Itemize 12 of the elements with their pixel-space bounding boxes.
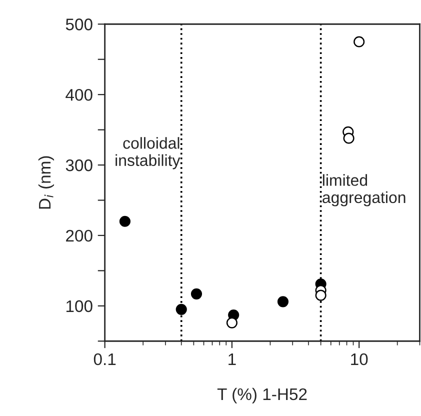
x-tick-label: 10 (351, 353, 368, 366)
y-tick-label: 100 (66, 300, 92, 312)
y-axis-title: D$_{i}$ (nm) (38, 156, 54, 209)
x-axis-title: T (%) 1-H52 (217, 388, 307, 404)
x-tick-label: 1 (228, 354, 236, 366)
annotation: limited aggregation (322, 174, 406, 206)
annotation: colloidal instability (116, 137, 180, 170)
y-tick-label: 400 (66, 88, 92, 101)
y-tick-label: 500 (66, 18, 92, 30)
y-tick-label: 200 (66, 230, 92, 242)
y-tick-label: 300 (66, 159, 92, 172)
x-tick-label: 0.1 (94, 353, 116, 366)
